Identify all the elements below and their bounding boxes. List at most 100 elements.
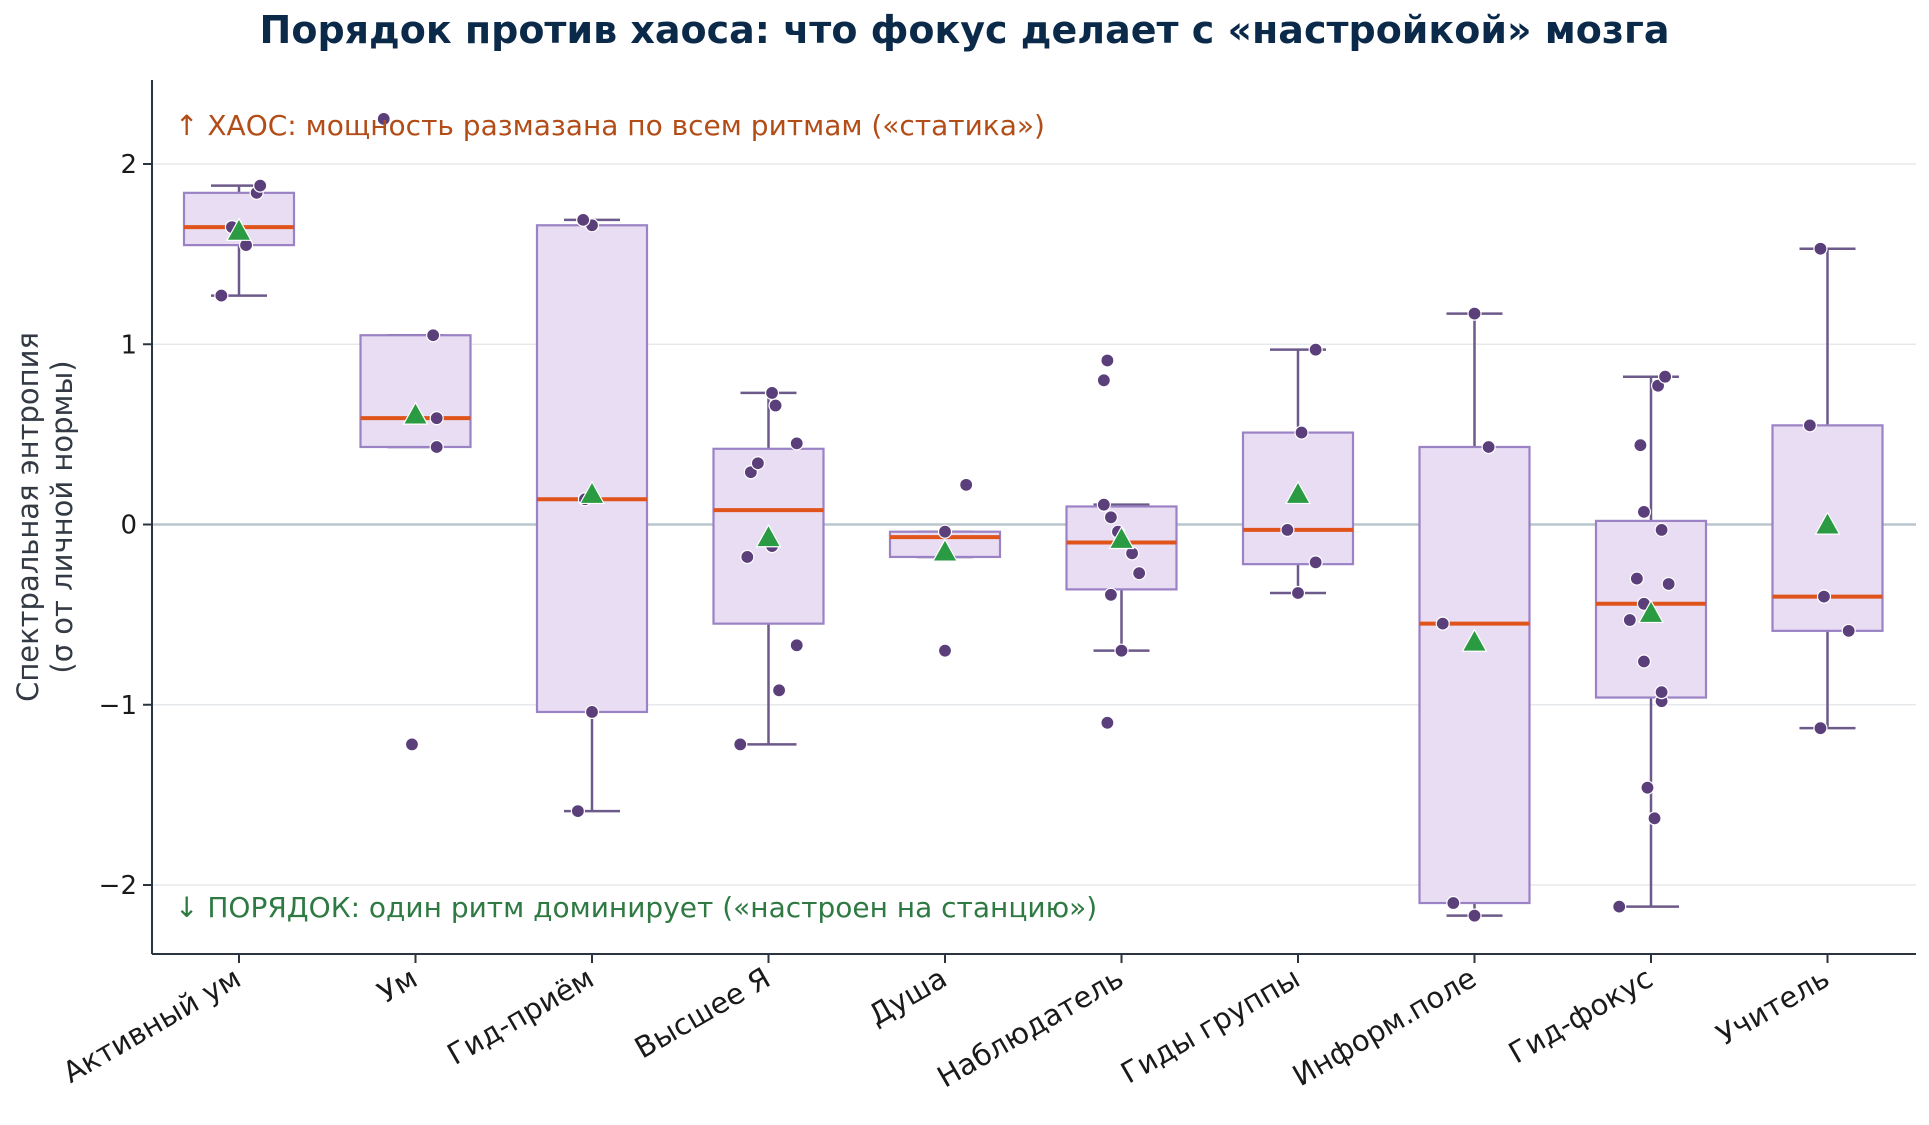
mean-marker xyxy=(931,538,959,562)
data-point xyxy=(1290,585,1306,601)
data-point xyxy=(1467,908,1482,923)
data-point xyxy=(1802,418,1817,433)
mean-marker xyxy=(225,217,253,241)
data-point xyxy=(1308,342,1323,357)
x-tick-label: Учитель xyxy=(1711,961,1835,1052)
box-layer xyxy=(182,111,1884,923)
mean-marker xyxy=(1108,525,1135,550)
data-point xyxy=(1813,241,1828,256)
data-point xyxy=(1446,895,1461,911)
data-point xyxy=(1103,510,1119,525)
data-point xyxy=(570,803,585,819)
y-axis-label-line-1: Спектральная энтропия xyxy=(11,332,45,702)
mean-marker xyxy=(402,401,429,425)
mean-marker xyxy=(1284,480,1312,505)
data-point xyxy=(959,477,974,492)
iqr-box xyxy=(535,224,649,714)
box-group xyxy=(888,477,1002,658)
box-group xyxy=(182,178,296,303)
y-tick-label: −2 xyxy=(99,871,137,901)
data-point xyxy=(937,524,953,539)
y-axis-label: Спектральная энтропия (σ от личной нормы… xyxy=(11,332,79,702)
data-point xyxy=(426,328,441,343)
data-point xyxy=(1622,612,1637,628)
data-point xyxy=(1280,522,1295,538)
y-tick-label: 0 xyxy=(120,511,137,541)
data-point xyxy=(1647,811,1662,826)
y-tick-label: 1 xyxy=(120,330,137,360)
data-point xyxy=(429,411,444,426)
data-point xyxy=(1435,616,1450,631)
mean-marker xyxy=(1814,511,1841,535)
data-point xyxy=(1661,576,1676,592)
data-point xyxy=(1308,555,1323,570)
x-tick-label: Гид-приём xyxy=(441,961,599,1072)
mean-marker xyxy=(578,480,606,505)
x-tick-label: Гиды группы xyxy=(1115,961,1305,1091)
box-group xyxy=(359,111,472,752)
data-point xyxy=(1612,899,1627,914)
data-point xyxy=(771,683,787,698)
data-point xyxy=(768,398,783,413)
data-point xyxy=(1636,504,1652,519)
mean-marker xyxy=(755,523,782,548)
x-tick-label: Ум xyxy=(372,961,423,1010)
y-tick-label: −1 xyxy=(99,691,137,721)
data-point xyxy=(214,288,229,303)
data-point xyxy=(733,737,748,752)
data-point xyxy=(404,737,420,752)
data-point xyxy=(1294,425,1309,440)
data-point xyxy=(740,549,755,565)
data-point xyxy=(584,704,600,720)
data-point xyxy=(789,638,804,653)
data-point xyxy=(1100,715,1115,730)
x-tick-label: Гид-фокус xyxy=(1503,961,1659,1071)
iqr-box xyxy=(359,334,472,449)
x-tick-label: Высшее Я xyxy=(629,961,776,1066)
data-point xyxy=(1114,643,1129,658)
annotation-order: ↓ ПОРЯДОК: один ритм доминирует («настро… xyxy=(175,891,1097,924)
data-point xyxy=(937,643,953,658)
data-point xyxy=(1813,721,1828,736)
data-point xyxy=(1654,522,1669,538)
y-axis-label-line-2: (σ от личной нормы) xyxy=(45,360,79,673)
box-group xyxy=(712,385,825,752)
data-point xyxy=(576,212,591,227)
mean-marker xyxy=(1637,599,1665,624)
data-point xyxy=(1654,685,1669,700)
annotation-chaos: ↑ ХАОС: мощность размазана по всем ритма… xyxy=(175,109,1045,142)
box-group xyxy=(1771,241,1884,736)
data-point xyxy=(376,111,391,127)
box-group xyxy=(1241,342,1355,601)
data-point xyxy=(1636,654,1652,669)
data-point xyxy=(1629,571,1644,586)
data-point xyxy=(1640,780,1655,795)
box-group xyxy=(1065,353,1178,730)
data-point xyxy=(750,456,766,471)
data-point xyxy=(429,439,444,455)
x-tick-label: Информ.поле xyxy=(1287,961,1482,1093)
data-point xyxy=(253,178,268,193)
data-point xyxy=(764,385,780,401)
data-point xyxy=(1132,566,1147,581)
data-point xyxy=(1467,306,1482,321)
data-point xyxy=(1100,353,1115,368)
data-point xyxy=(1841,623,1856,638)
x-tick-label: Душа xyxy=(863,961,953,1033)
x-tick-label: Наблюдатель xyxy=(931,961,1129,1095)
x-tick-label: Активный ум xyxy=(57,961,246,1090)
box-group xyxy=(1418,306,1531,923)
box-group xyxy=(1594,369,1708,914)
data-point xyxy=(1096,497,1111,512)
data-point xyxy=(1658,369,1673,384)
chart-title: Порядок против хаоса: что фокус делает с… xyxy=(259,8,1670,52)
mean-marker xyxy=(1461,628,1488,652)
y-tick-label: 2 xyxy=(120,150,137,180)
data-point xyxy=(1816,589,1832,604)
data-point xyxy=(1633,438,1648,453)
iqr-box xyxy=(1418,445,1531,905)
data-point xyxy=(1103,587,1119,602)
box-group xyxy=(535,212,649,819)
data-point xyxy=(1481,439,1496,455)
